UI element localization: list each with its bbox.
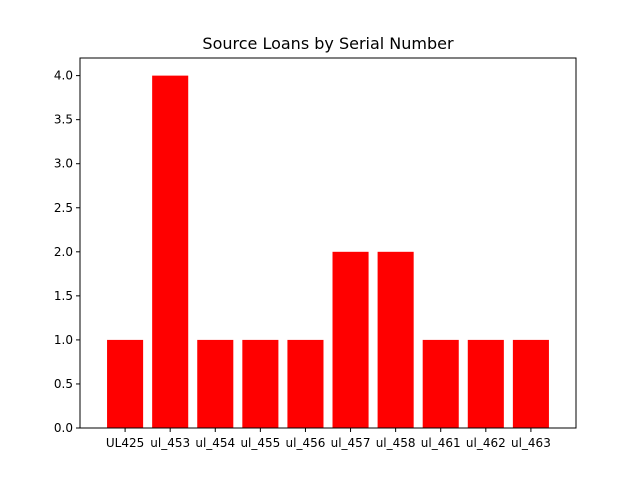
y-tick-label: 2.0 [54,245,73,259]
plot-frame [79,57,577,429]
bar-ul_453 [152,75,189,429]
x-tick-label: UL425 [106,436,144,450]
y-tick-label: 2.5 [54,201,73,215]
x-tick-label: ul_455 [240,436,280,450]
bar-ul_457 [332,251,369,428]
bar-ul_461 [422,339,459,428]
x-tick-label: ul_461 [421,436,461,450]
y-tick-label: 0.0 [54,421,73,435]
x-tick-label: ul_456 [286,436,326,450]
y-tick-label: 0.5 [54,377,73,391]
y-tick-label: 1.5 [54,289,73,303]
bar-ul_454 [197,339,234,428]
bar-UL425 [107,339,144,428]
bar-ul_458 [377,251,414,428]
x-tick-label: ul_457 [331,436,371,450]
y-tick-label: 3.0 [54,157,73,171]
y-tick-label: 3.5 [54,113,73,127]
bar-ul_463 [512,339,549,428]
y-tick-label: 1.0 [54,333,73,347]
x-tick-label: ul_463 [511,436,551,450]
x-tick-label: ul_458 [376,436,416,450]
chart-title: Source Loans by Serial Number [202,34,454,53]
bar-ul_455 [242,339,279,428]
bars-layer [107,75,549,429]
y-tick-label: 4.0 [54,69,73,83]
y-axis: 0.0 0.5 1.0 1.5 2.0 2.5 3.0 3.5 4.0 [54,69,80,435]
x-axis: UL425 ul_453 ul_454 ul_455 ul_456 ul_457 ul_45… [106,428,551,450]
bar-ul_462 [467,339,504,428]
x-tick-label: ul_453 [150,436,190,450]
x-tick-label: ul_462 [466,436,506,450]
x-tick-label: ul_454 [195,436,235,450]
bar-ul_456 [287,339,324,428]
